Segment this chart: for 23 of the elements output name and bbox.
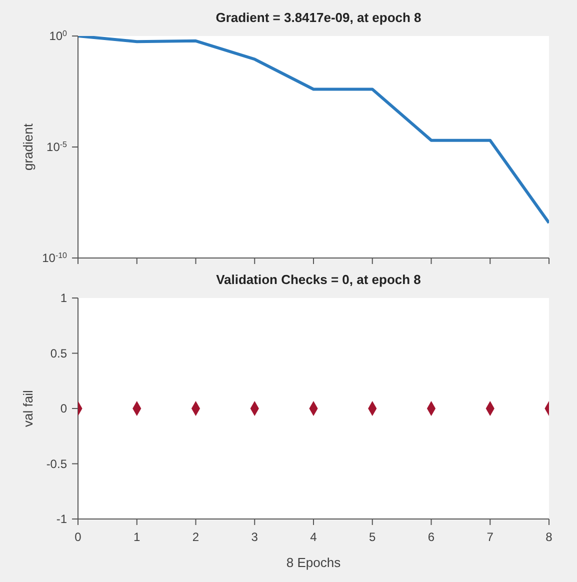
y-axis-title: gradient [20, 123, 36, 170]
chart-title: Gradient = 3.8417e-09, at epoch 8 [214, 10, 422, 27]
y-axis-title: val fail [20, 390, 36, 427]
x-tick-label: 4 [310, 530, 318, 544]
y-tick-label: 10$^{0}$ [49, 28, 68, 43]
x-tick-label: 0 [74, 530, 82, 544]
y-tick-label: -0.5 [46, 456, 68, 471]
x-tick-label: 3 [251, 530, 258, 544]
x-axis-title: 8 Epochs [286, 555, 342, 570]
x-tick-label: 6 [428, 530, 435, 544]
x-tick-label: 1 [134, 530, 141, 544]
x-tick-label: 8 [546, 530, 553, 544]
x-tick-label: 5 [369, 530, 376, 544]
y-tick-label: 0.5 [50, 346, 68, 360]
line-series [78, 36, 549, 224]
x-tick-label: 2 [192, 530, 200, 544]
y-tick-label: -1 [56, 512, 68, 526]
y-tick-label: 10$^{-5}$ [46, 140, 68, 154]
y-tick-label: 10$^{-10}$ [42, 250, 68, 265]
x-tick-label: 7 [486, 530, 494, 544]
y-tick-label: 0 [60, 402, 68, 416]
y-tick-label: 1 [60, 291, 68, 305]
chart-title: Validation Checks = 0, at epoch 8 [215, 272, 422, 289]
